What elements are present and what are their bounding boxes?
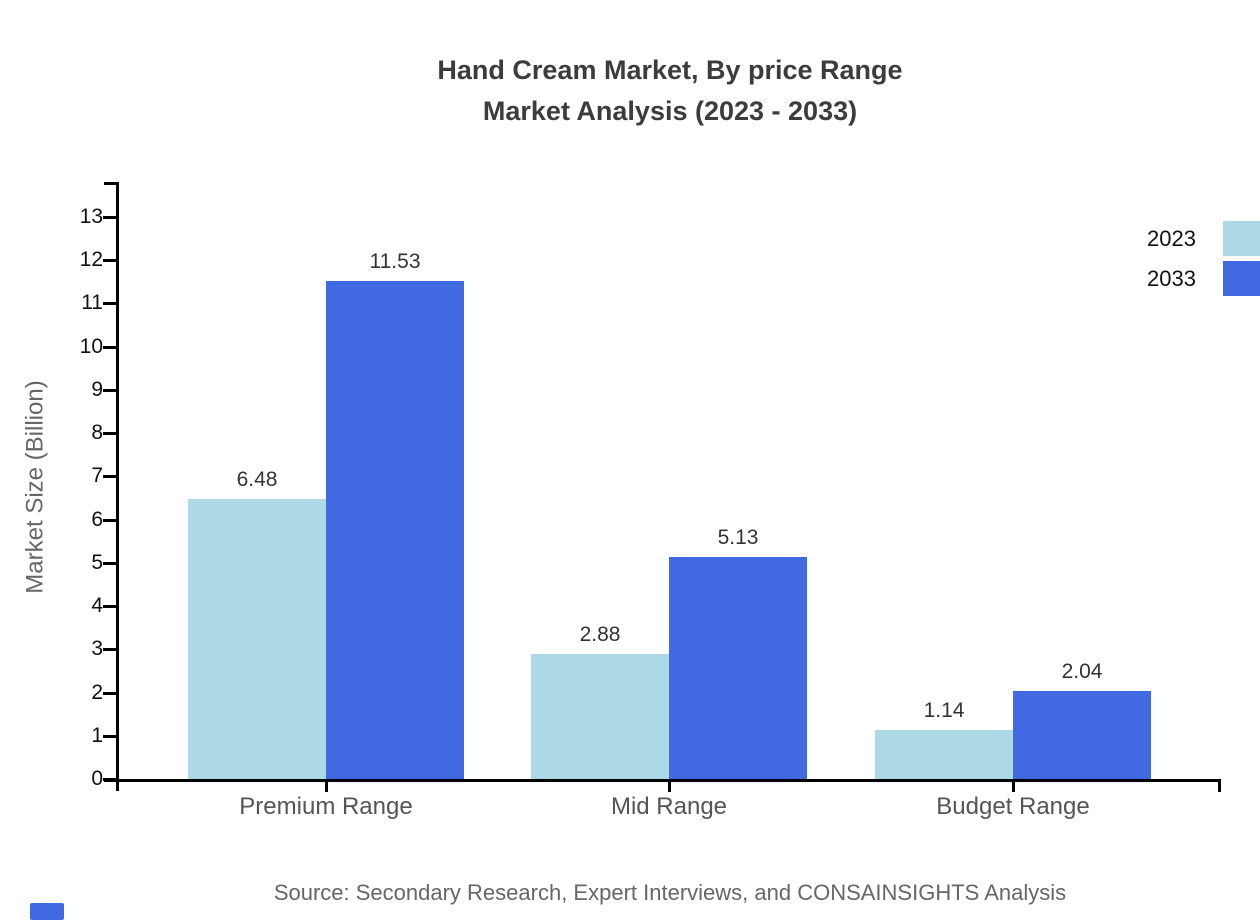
y-tick bbox=[103, 389, 116, 392]
x-axis-line bbox=[104, 779, 1221, 782]
legend-label-2023: 2023 bbox=[1147, 226, 1196, 251]
value-label: 11.53 bbox=[369, 249, 421, 273]
y-tick bbox=[103, 605, 116, 608]
x-tick bbox=[325, 779, 328, 792]
watermark-square bbox=[30, 903, 64, 920]
category-label: Mid Range bbox=[610, 793, 728, 820]
y-tick-label: 0 bbox=[91, 767, 103, 790]
source-note: Source: Secondary Research, Expert Inter… bbox=[273, 880, 1067, 905]
y-tick-label: 5 bbox=[91, 551, 103, 574]
chart-title-line2: Market Analysis (2023 - 2033) bbox=[482, 96, 858, 126]
chart-title: Hand Cream Market, By price Range Market… bbox=[70, 50, 1260, 132]
y-tick-label: 1 bbox=[91, 724, 103, 747]
y-tick bbox=[103, 562, 116, 565]
y-tick bbox=[103, 432, 116, 435]
y-tick-label: 13 bbox=[79, 205, 103, 228]
y-tick-label: 8 bbox=[91, 421, 103, 444]
category-label: Premium Range bbox=[239, 793, 413, 820]
value-label: 2.04 bbox=[1061, 659, 1103, 683]
value-label: 6.48 bbox=[236, 467, 278, 491]
y-tick-label: 6 bbox=[91, 508, 103, 531]
category-label: Budget Range bbox=[936, 793, 1090, 820]
value-label: 1.14 bbox=[923, 698, 965, 722]
bar-2033-premium-range bbox=[326, 280, 464, 779]
y-tick-label: 7 bbox=[91, 464, 103, 487]
y-tick bbox=[103, 216, 116, 219]
y-tick bbox=[103, 692, 116, 695]
y-tick-label: 3 bbox=[91, 637, 103, 660]
y-tick-label: 2 bbox=[91, 681, 103, 704]
chart-title-line1: Hand Cream Market, By price Range bbox=[437, 55, 903, 85]
y-axis-line bbox=[116, 182, 119, 791]
y-tick bbox=[103, 648, 116, 651]
value-label: 2.88 bbox=[579, 623, 621, 647]
y-tick bbox=[103, 735, 116, 738]
y-tick-label: 10 bbox=[79, 335, 103, 358]
bar-2033-budget-range bbox=[1013, 690, 1151, 779]
y-tick-label: 12 bbox=[79, 248, 103, 271]
legend-label-2033: 2033 bbox=[1147, 266, 1196, 291]
y-tick bbox=[103, 475, 116, 478]
x-tick bbox=[1012, 779, 1015, 792]
x-tick bbox=[668, 779, 671, 792]
legend-swatch-2023 bbox=[1223, 221, 1260, 256]
y-axis-top-cap bbox=[104, 182, 116, 185]
y-tick bbox=[103, 346, 116, 349]
y-tick bbox=[103, 302, 116, 305]
y-tick-label: 11 bbox=[81, 291, 103, 314]
y-tick bbox=[103, 259, 116, 262]
y-tick bbox=[103, 519, 116, 522]
value-label: 5.13 bbox=[717, 526, 759, 550]
bar-2023-mid-range bbox=[531, 654, 669, 779]
bar-2033-mid-range bbox=[669, 557, 807, 779]
y-tick-label: 4 bbox=[91, 594, 103, 617]
y-tick bbox=[103, 778, 116, 781]
bar-2023-premium-range bbox=[188, 498, 326, 779]
legend-swatch-2033 bbox=[1223, 261, 1260, 296]
y-tick-label: 9 bbox=[91, 378, 103, 401]
bar-2023-budget-range bbox=[875, 729, 1013, 779]
x-axis-end-tick bbox=[1218, 779, 1221, 792]
